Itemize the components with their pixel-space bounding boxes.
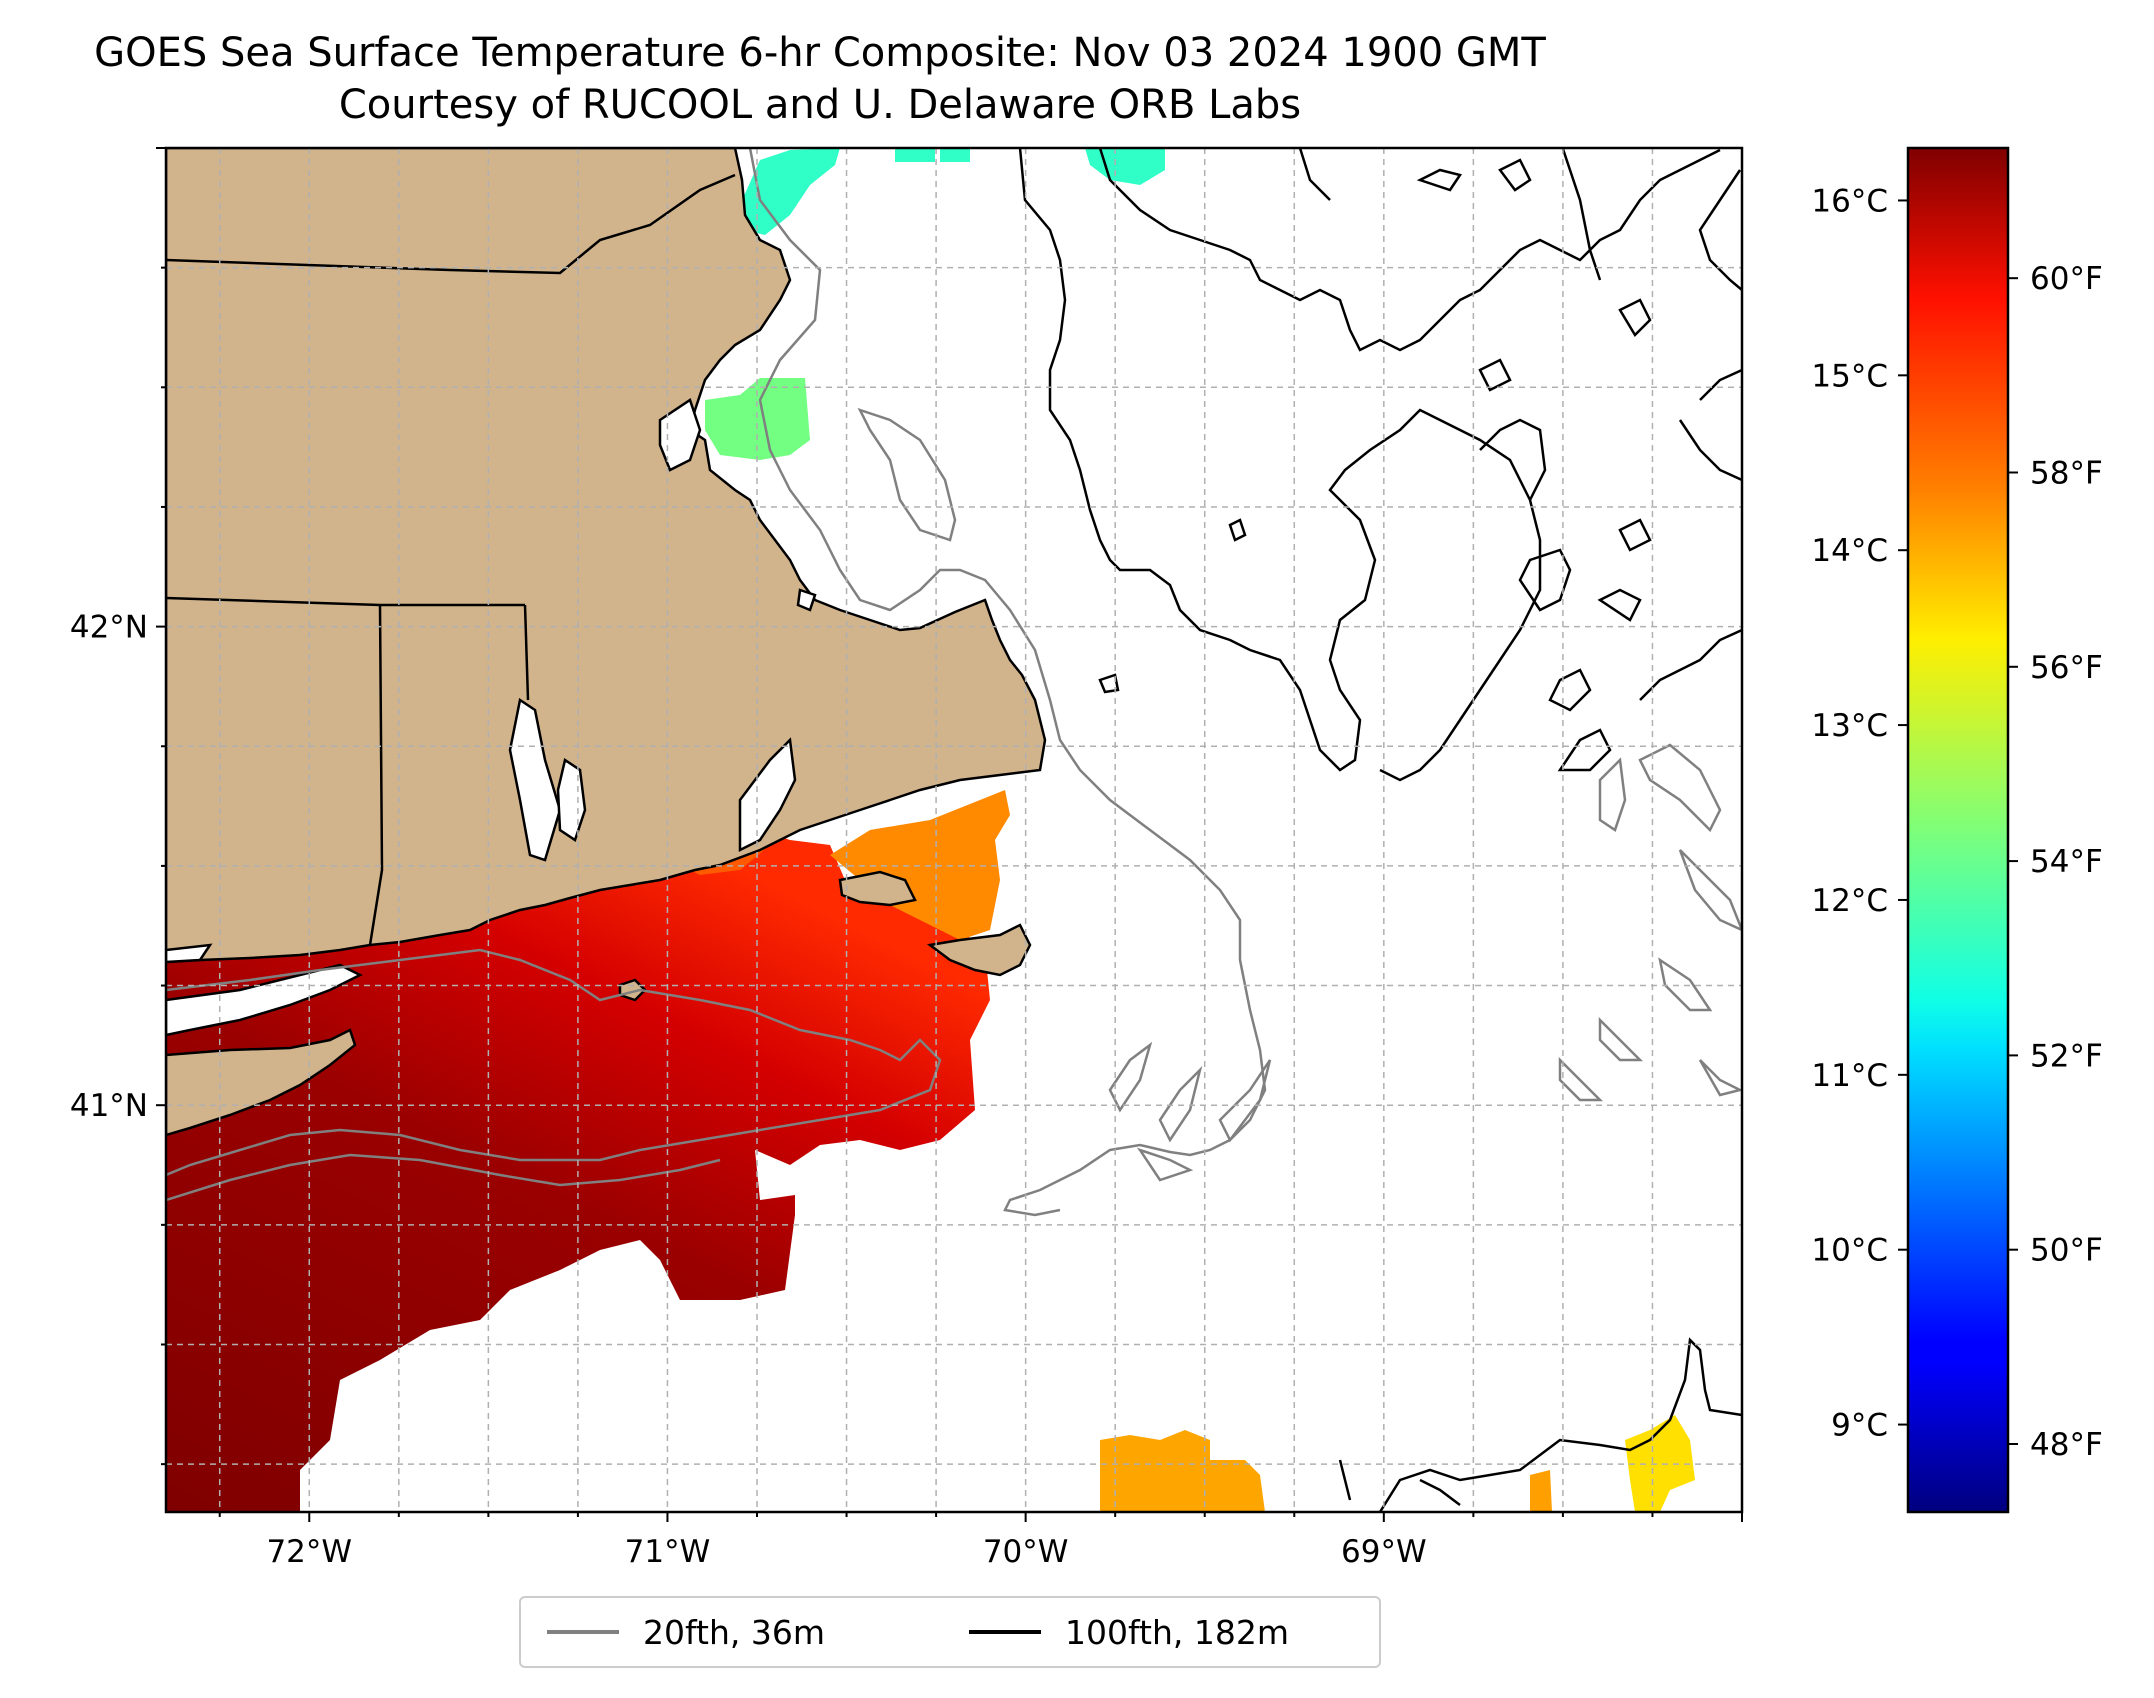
long-island-sound <box>166 963 363 1037</box>
fahrenheit-tick-label: 60°F <box>2030 261 2103 297</box>
plymouth-bay <box>796 588 817 612</box>
contour-legend: 20fth, 36m 100fth, 182m <box>519 1596 1381 1668</box>
fahrenheit-tick-label: 50°F <box>2030 1233 2103 1269</box>
legend-item-20fth: 20fth, 36m <box>547 1598 825 1666</box>
celsius-tick-label: 11°C <box>1811 1058 1888 1094</box>
legend-line-black <box>969 1630 1041 1634</box>
map-title: GOES Sea Surface Temperature 6-hr Compos… <box>94 30 1546 76</box>
sst-cyan-gulf-of-maine-north <box>740 148 840 235</box>
border-ri-ma <box>523 604 530 701</box>
lat-tick-label: 41°N <box>70 1088 148 1124</box>
fahrenheit-tick-label: 54°F <box>2030 844 2103 880</box>
lon-tick-label: 70°W <box>983 1534 1069 1570</box>
fahrenheit-tick-label: 58°F <box>2030 455 2103 491</box>
land-long-island <box>166 1028 357 1137</box>
border-ma-nh <box>166 173 736 275</box>
state-borders <box>166 173 736 946</box>
celsius-tick-label: 16°C <box>1811 183 1888 219</box>
sst-orange-nantucket-sound <box>830 790 1010 940</box>
buzzards-bay <box>738 737 797 853</box>
lon-tick-label: 71°W <box>625 1534 711 1570</box>
sst-cyan-north-small-2 <box>940 148 970 162</box>
contour-100fth <box>1018 148 1742 1512</box>
celsius-tick-label: 15°C <box>1811 358 1888 394</box>
fahrenheit-tick-label: 48°F <box>2030 1427 2103 1463</box>
fahrenheit-tick-label: 56°F <box>2030 650 2103 686</box>
colorbar-gradient <box>1908 148 2008 1512</box>
legend-item-100fth: 100fth, 182m <box>969 1598 1289 1666</box>
map-grid <box>166 148 1742 1512</box>
celsius-tick-label: 9°C <box>1831 1408 1888 1444</box>
lon-tick-label: 72°W <box>266 1534 352 1570</box>
land-marthas-vineyard <box>838 870 917 907</box>
celsius-tick-label: 12°C <box>1811 883 1888 919</box>
celsius-tick-label: 10°C <box>1811 1233 1888 1269</box>
fishers-island-sound <box>166 943 213 964</box>
legend-label-100fth: 100fth, 182m <box>1065 1612 1289 1652</box>
sst-orange-georges-bank-south <box>1100 1430 1265 1512</box>
land <box>166 148 1047 1137</box>
map-axis-ticks: 72°W 71°W 70°W 69°W 42°N 41°N <box>70 147 1743 1570</box>
celsius-tick-label: 13°C <box>1811 708 1888 744</box>
celsius-tick-label: 14°C <box>1811 533 1888 569</box>
map-panel <box>166 148 1742 1512</box>
legend-line-gray <box>547 1630 619 1634</box>
land-block-island <box>618 978 647 1002</box>
narragansett-bay <box>508 697 562 862</box>
sst-cyan-north-small-1 <box>895 148 935 162</box>
colorbar-ticks: 9°C 10°C 11°C 12°C 13°C 14°C 15°C 16°C 48°F 50°F 5… <box>1811 183 2102 1463</box>
fahrenheit-tick-label: 52°F <box>2030 1038 2103 1074</box>
colorbar-frame <box>1906 146 2010 1514</box>
sst-orange-southeast-small <box>1530 1470 1552 1512</box>
map-subtitle: Courtesy of RUCOOL and U. Delaware ORB L… <box>338 82 1302 128</box>
sst-yellow-southeast <box>1625 1415 1695 1512</box>
border-ct-ri <box>368 604 384 946</box>
map-frame <box>164 146 1744 1514</box>
lon-tick-label: 69°W <box>1341 1534 1427 1570</box>
lat-tick-label: 42°N <box>70 610 148 646</box>
sst-green-mass-bay <box>705 378 810 460</box>
sst-cyan-north-east <box>1085 148 1165 185</box>
land-new-england <box>166 148 1047 964</box>
contour-20fth <box>166 148 1742 1217</box>
legend-label-20fth: 20fth, 36m <box>643 1612 825 1652</box>
coastal-water <box>166 398 817 1037</box>
boston-harbor <box>658 398 702 472</box>
colorbar: 9°C 10°C 11°C 12°C 13°C 14°C 15°C 16°C 48°F 50°F 5… <box>1811 146 2103 1514</box>
